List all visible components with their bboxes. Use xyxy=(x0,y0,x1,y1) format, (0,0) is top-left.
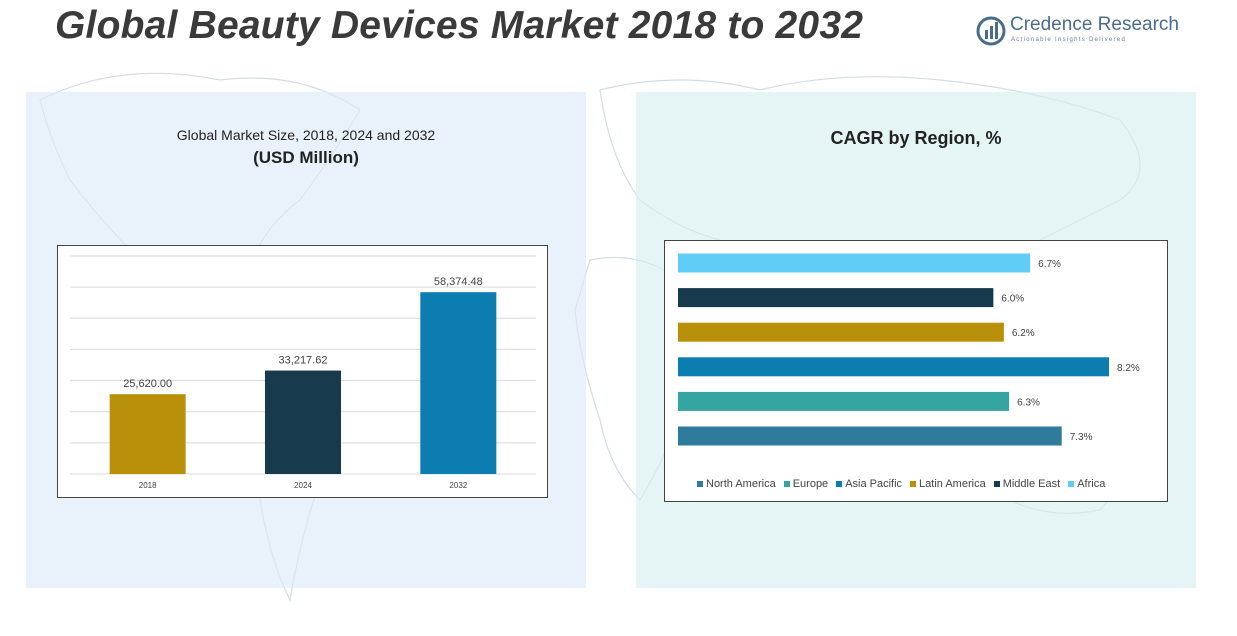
market-size-chart: 25,620.00 2018 33,217.62 2024 58,374.48 2032 xyxy=(57,245,548,498)
bar-europe xyxy=(678,391,1010,411)
legend-label: Middle East xyxy=(1002,478,1061,490)
cagr-bar-chart: 6.7% 6.0% 6.2% 8.2% 6.3% 7.3% xyxy=(678,253,1140,446)
cagr-chart: 6.7% 6.0% 6.2% 8.2% 6.3% 7.3% xyxy=(664,240,1168,502)
market-size-bar-chart: 25,620.00 2018 33,217.62 2024 58,374.48 2032 xyxy=(70,255,536,490)
x-tick-label: 2018 xyxy=(139,481,157,490)
bar-2032 xyxy=(420,292,497,474)
bar-africa xyxy=(678,253,1031,273)
bar-value-label: 6.0% xyxy=(1001,294,1024,305)
logo-mark-icon xyxy=(976,16,1006,46)
legend-swatch xyxy=(697,481,703,487)
legend-item: Asia Pacific xyxy=(836,478,902,490)
cagr-subtitle: CAGR by Region, % xyxy=(830,128,1002,148)
bar-value-label: 7.3% xyxy=(1070,432,1093,443)
legend-item: Africa xyxy=(1068,478,1105,490)
legend-item: North America xyxy=(697,478,776,490)
legend-label: Latin America xyxy=(919,478,986,490)
bar-value-label: 8.2% xyxy=(1117,363,1140,374)
logo-tagline: Actionable Insights Delivered xyxy=(1011,37,1127,43)
legend-label: Asia Pacific xyxy=(845,478,903,490)
market-size-subtitle: Global Market Size, 2018, 2024 and 2032 xyxy=(176,127,436,143)
bar-value-label: 6.3% xyxy=(1017,397,1040,408)
legend-label: Africa xyxy=(1077,478,1106,490)
bar-middle-east xyxy=(678,288,994,308)
legend-item: Latin America xyxy=(910,478,986,490)
bar-north-america xyxy=(678,426,1062,446)
legend-swatch xyxy=(993,481,1000,487)
legend-swatch xyxy=(910,481,917,487)
cagr-legend: North America Europe Asia Pacific Latin Ame… xyxy=(697,478,1105,490)
credence-research-logo: Credence Research Actionable Insights De… xyxy=(976,14,1179,54)
bar-value-label: 33,217.62 xyxy=(279,355,328,367)
page-title: Global Beauty Devices Market 2018 to 203… xyxy=(55,4,864,47)
legend-swatch xyxy=(783,481,790,487)
logo-name: Credence Research xyxy=(1010,14,1179,35)
bar-2024 xyxy=(265,370,341,474)
bar-value-label: 58,374.48 xyxy=(434,276,483,288)
legend-swatch xyxy=(1068,481,1075,487)
x-tick-label: 2024 xyxy=(294,481,312,490)
bar-value-label: 6.7% xyxy=(1038,259,1061,270)
x-tick-label: 2032 xyxy=(449,481,467,490)
legend-label: North America xyxy=(706,478,776,490)
legend-item: Middle East xyxy=(993,478,1061,490)
bar-2018 xyxy=(109,394,186,474)
bar-value-label: 6.2% xyxy=(1012,328,1035,339)
legend-swatch xyxy=(836,481,843,487)
legend-item: Europe xyxy=(783,478,829,490)
bar-latin-america xyxy=(678,322,1004,342)
bar-value-label: 25,620.00 xyxy=(123,378,172,390)
bar-asia-pacific xyxy=(678,357,1109,377)
market-size-unit: (USD Million) xyxy=(253,148,359,167)
legend-label: Europe xyxy=(792,478,829,490)
